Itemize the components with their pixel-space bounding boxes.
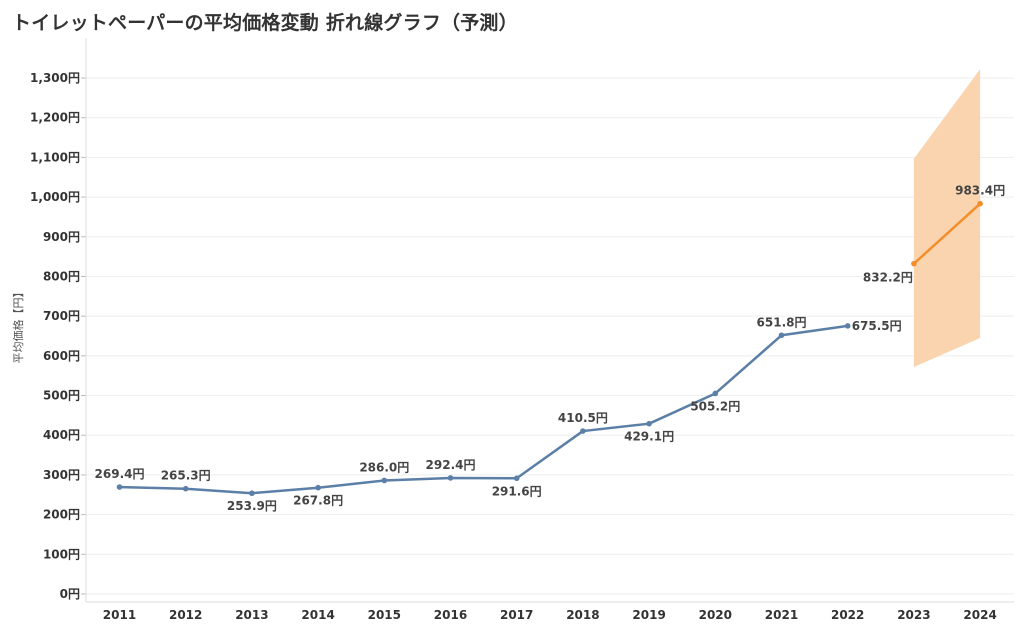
actual-data-point (182, 485, 189, 492)
x-tick-label: 2016 (434, 608, 467, 622)
x-tick-label: 2023 (897, 608, 930, 622)
forecast-confidence-band (913, 69, 981, 367)
data-label: 505.2円 (690, 399, 740, 413)
data-label: 410.5円 (558, 411, 608, 425)
actual-data-point (381, 477, 388, 484)
y-tick-label: 900円 (43, 230, 80, 244)
y-tick-label: 700円 (43, 309, 80, 323)
data-label: 651.8円 (757, 315, 807, 329)
actual-data-point (447, 475, 454, 481)
forecast-band (913, 69, 981, 367)
x-tick-label: 2014 (301, 608, 334, 622)
y-tick-label: 400円 (43, 428, 80, 442)
actual-price-line (119, 324, 848, 495)
y-axis: 0円 100円 200円 300円 400円 500円 600円 700円 800円 900円 1,… (30, 38, 87, 602)
actual-data-point (844, 323, 851, 329)
actual-data-point (513, 475, 520, 482)
y-tick-label: 500円 (43, 389, 80, 403)
y-axis-label: 平均価格【円】 (11, 287, 25, 364)
y-tick-label: 600円 (43, 349, 80, 363)
actual-data-point (249, 490, 255, 497)
x-tick-label: 2011 (103, 608, 136, 622)
series-points (116, 200, 983, 497)
forecast-data-point (977, 200, 983, 207)
data-label: 286.0円 (359, 460, 409, 474)
x-tick-label: 2015 (368, 608, 401, 622)
actual-data-point (116, 484, 123, 490)
data-label: 267.8円 (293, 494, 343, 508)
forecast-data-point (911, 260, 917, 267)
x-tick-label: 2021 (765, 608, 798, 622)
actual-data-point (778, 332, 785, 339)
y-tick-label: 0円 (60, 587, 80, 601)
y-tick-label: 200円 (43, 508, 80, 522)
actual-data-point (315, 484, 321, 491)
chart-title: トイレットペーパーの平均価格変動 折れ線グラフ（予測） (12, 12, 518, 34)
y-tick-label: 300円 (43, 468, 80, 482)
actual-data-point (580, 428, 586, 434)
x-tick-label: 2013 (235, 608, 268, 622)
y-tick-label: 1,000円 (30, 190, 80, 204)
y-tick-label: 1,100円 (30, 150, 80, 164)
x-tick-label: 2022 (831, 608, 864, 622)
data-label: 675.5円 (852, 319, 902, 333)
y-tick-label: 100円 (43, 547, 80, 561)
data-label: 253.9円 (227, 499, 277, 513)
y-tick-label: 1,300円 (30, 71, 80, 85)
x-tick-label: 2024 (963, 608, 996, 622)
data-label: 292.4円 (426, 458, 476, 472)
x-tick-label: 2012 (169, 608, 202, 622)
data-label: 269.4円 (95, 467, 145, 481)
data-label: 832.2円 (863, 271, 913, 285)
x-tick-label: 2018 (566, 608, 599, 622)
x-axis: 2011 2012 2013 2014 2015 2016 2017 2018 2019 2020… (86, 601, 1014, 622)
x-tick-label: 2020 (699, 608, 732, 622)
data-label: 429.1円 (624, 430, 674, 444)
actual-data-point (712, 390, 719, 397)
data-labels: 269.4円 265.3円 253.9円 267.8円 286.0円 292.4円 291.… (95, 184, 1006, 514)
forecast-price-line (913, 202, 981, 265)
data-label: 291.6円 (492, 484, 542, 498)
gridlines (86, 77, 1014, 595)
y-tick-label: 1,200円 (30, 111, 80, 125)
x-tick-label: 2017 (500, 608, 533, 622)
data-label: 265.3円 (161, 469, 211, 483)
y-tick-label: 800円 (43, 269, 80, 283)
series-lines (119, 202, 981, 495)
x-tick-label: 2019 (632, 608, 665, 622)
actual-data-point (646, 420, 652, 427)
data-label: 983.4円 (955, 184, 1005, 198)
